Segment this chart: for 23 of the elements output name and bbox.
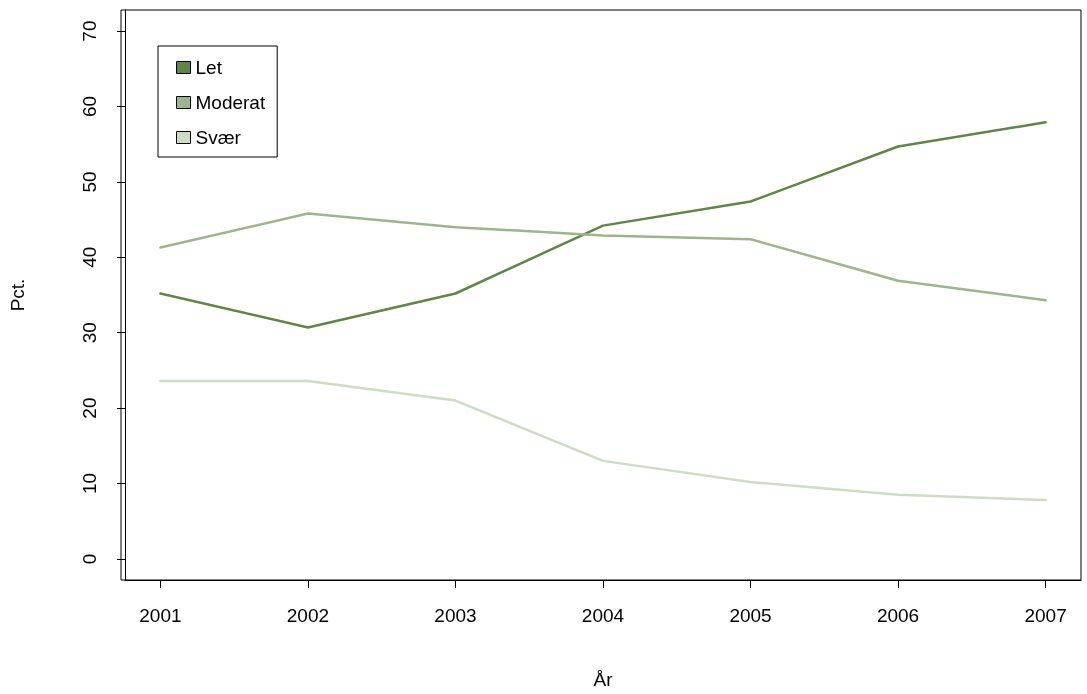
y-tick-label: 50 (79, 171, 100, 193)
y-tick-label: 60 (79, 95, 100, 118)
line-series (159, 121, 1047, 329)
y-tick-label: 10 (79, 472, 100, 495)
x-tick-label: 2006 (876, 605, 920, 626)
x-tick-label: 2005 (729, 605, 772, 626)
y-axis-title: Pct. (7, 278, 28, 312)
x-tick-label: 2003 (434, 605, 477, 626)
x-tick-label: 2001 (139, 605, 182, 626)
y-tick-label: 20 (79, 397, 100, 419)
legend-label: Svær (195, 127, 242, 148)
y-tick-label: 70 (79, 20, 100, 42)
legend-label: Moderat (195, 92, 266, 113)
x-axis-title: År (593, 669, 614, 690)
y-tick-label: 0 (79, 553, 100, 565)
y-tick-label: 30 (79, 322, 100, 344)
line-series (159, 212, 1047, 302)
line-series (159, 379, 1047, 502)
legend-label: Let (195, 57, 223, 78)
x-tick-label: 2004 (581, 605, 625, 626)
y-tick-label: 40 (79, 246, 100, 268)
x-tick-label: 2007 (1024, 605, 1067, 626)
x-tick-label: 2002 (286, 605, 330, 626)
